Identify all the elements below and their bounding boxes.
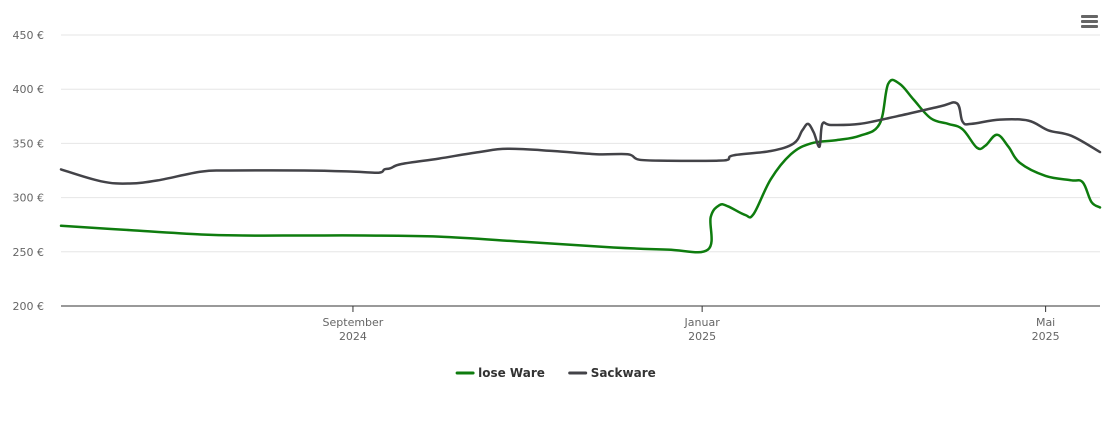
y-tick-label: 300 € <box>13 192 45 205</box>
series-lines <box>59 78 1102 254</box>
x-tick-label-year: 2025 <box>688 330 716 343</box>
grid-lines <box>61 34 1100 253</box>
legend-item-lose-ware[interactable]: lose Ware <box>455 366 545 380</box>
legend-label: Sackware <box>591 366 656 380</box>
x-tick-label-year: 2025 <box>1032 330 1060 343</box>
series-line-sackware[interactable] <box>59 101 1102 185</box>
x-tick-label-month: Mai <box>1036 316 1055 329</box>
x-tick-label-month: Januar <box>684 316 721 329</box>
context-menu-button[interactable] <box>1074 8 1104 34</box>
x-tick-label-year: 2024 <box>339 330 367 343</box>
y-tick-label: 450 € <box>13 29 45 42</box>
y-tick-label: 250 € <box>13 246 45 259</box>
menu-icon-bar-3 <box>1081 25 1098 28</box>
y-tick-label: 200 € <box>13 300 45 313</box>
hamburger-menu-icon[interactable] <box>1081 15 1098 28</box>
y-axis: 450 € 400 € 350 € 300 € 250 € 200 € <box>13 29 45 313</box>
menu-icon-bar-2 <box>1081 20 1098 23</box>
legend-label: lose Ware <box>478 366 545 380</box>
menu-icon-bar-1 <box>1081 15 1098 18</box>
legend-item-sackware[interactable]: Sackware <box>568 366 656 380</box>
x-tick-label-month: September <box>323 316 384 329</box>
legend[interactable]: lose Ware Sackware <box>455 366 656 380</box>
series-line-lose-ware[interactable] <box>59 78 1102 254</box>
y-tick-label: 350 € <box>13 137 45 150</box>
y-tick-label: 400 € <box>13 83 45 96</box>
